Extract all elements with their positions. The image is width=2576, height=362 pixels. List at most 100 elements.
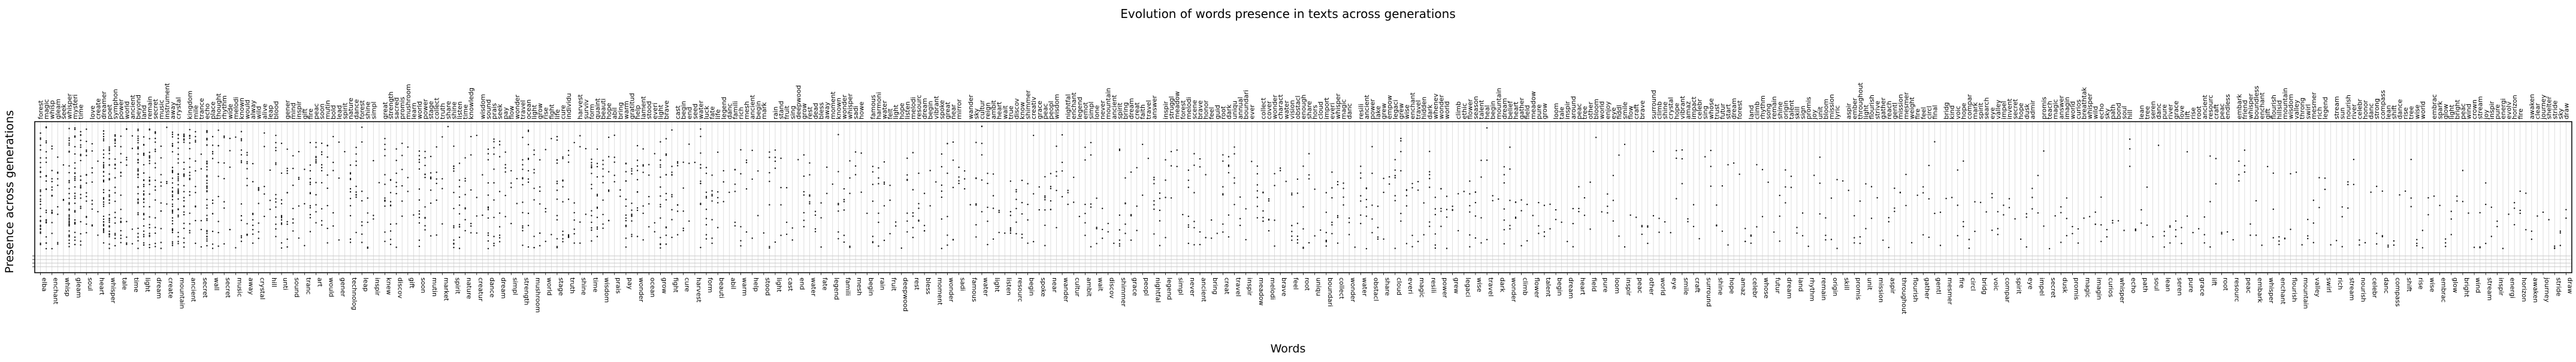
presence-point <box>1153 179 1155 180</box>
x-tick-label: resourc <box>1016 277 1024 302</box>
top-tick-label: forest <box>1736 100 1744 119</box>
top-tick-label: horizon <box>2511 95 2518 119</box>
presence-point <box>240 240 243 242</box>
top-tick-label: faith <box>1139 104 1147 119</box>
presence-point <box>40 191 41 192</box>
presence-point <box>177 192 179 194</box>
presence-point <box>1371 204 1373 206</box>
top-tick-label: danc <box>1346 103 1353 119</box>
presence-point <box>1136 230 1138 231</box>
presence-point <box>1870 186 1873 188</box>
presence-point <box>177 137 179 140</box>
top-tick-label: whisper <box>2086 93 2094 119</box>
top-tick-label: pure <box>2161 104 2169 119</box>
presence-point <box>872 236 874 237</box>
presence-point <box>2513 202 2515 204</box>
grid-layer <box>40 122 2566 273</box>
top-tick-label: draw <box>2562 103 2570 119</box>
presence-point <box>952 141 954 143</box>
top-tick-label: guid <box>1214 105 1222 119</box>
top-tick-label: felt <box>887 108 894 119</box>
presence-point <box>751 178 753 180</box>
presence-point <box>591 164 592 166</box>
presence-point <box>200 246 202 248</box>
presence-point <box>636 191 639 193</box>
presence-point <box>797 159 799 161</box>
presence-point <box>108 195 110 198</box>
presence-point <box>1251 161 1253 162</box>
presence-point <box>1538 225 1540 227</box>
presence-point <box>837 210 839 212</box>
x-tick-label: mountain <box>2302 277 2310 309</box>
presence-point <box>1153 183 1155 185</box>
presence-point <box>591 167 592 169</box>
presence-point <box>947 216 948 218</box>
presence-point <box>912 215 914 217</box>
presence-point <box>642 148 644 150</box>
presence-point <box>418 150 421 152</box>
presence-point <box>1027 203 1029 206</box>
presence-point <box>74 236 76 238</box>
presence-point <box>1854 215 1855 217</box>
presence-point <box>803 154 805 156</box>
x-tick-label: cultur <box>1074 277 1081 297</box>
presence-point <box>1245 239 1247 241</box>
presence-point <box>2221 231 2223 233</box>
presence-point <box>292 167 294 170</box>
presence-point <box>1233 182 1235 184</box>
top-tick-label: compar <box>1966 94 1973 119</box>
presence-point <box>504 195 506 197</box>
x-tick-label: meadow <box>1257 277 1265 306</box>
presence-point <box>160 174 162 176</box>
top-tick-label: belief <box>1506 100 1514 119</box>
presence-point <box>1009 227 1012 229</box>
presence-point <box>102 140 105 141</box>
presence-point <box>1727 244 1729 246</box>
presence-point <box>878 212 879 214</box>
presence-point <box>1716 204 1718 206</box>
presence-point <box>206 185 208 187</box>
top-tick-label: prais <box>491 103 498 119</box>
x-tick-label: secret <box>224 277 232 298</box>
presence-point <box>607 220 610 222</box>
top-tick-label: unit <box>1816 106 1824 119</box>
x-tick-label: famili <box>844 277 852 296</box>
presence-point <box>487 159 489 161</box>
top-tick-label: river <box>2350 104 2358 119</box>
bottom-tick-labels: elba enchant whisp gleam soul heart whisper tal… <box>40 273 2574 315</box>
top-tick-label: grow <box>800 103 808 119</box>
presence-point <box>389 243 392 245</box>
presence-point <box>2250 234 2251 236</box>
presence-point <box>74 211 76 213</box>
presence-point <box>108 221 110 224</box>
presence-point <box>470 225 472 227</box>
presence-point <box>2278 236 2280 238</box>
presence-point <box>211 144 214 146</box>
top-tick-label: empow <box>1386 95 1393 119</box>
presence-point <box>1509 200 1511 201</box>
presence-point <box>1583 215 1586 216</box>
top-tick-label: scene <box>1190 99 1198 119</box>
presence-point <box>143 136 145 138</box>
presence-point <box>137 128 139 130</box>
presence-point <box>2238 160 2240 162</box>
presence-point <box>591 221 592 224</box>
presence-point <box>1256 173 1259 175</box>
presence-point <box>171 230 174 231</box>
presence-point <box>476 134 477 137</box>
presence-point <box>424 176 426 179</box>
top-tick-label: individu <box>565 93 573 119</box>
presence-point <box>1440 210 1442 212</box>
top-tick-label: danc <box>2155 103 2163 119</box>
presence-point <box>2163 235 2165 237</box>
presence-point <box>2094 223 2096 225</box>
presence-point <box>1819 182 1821 184</box>
presence-point <box>1411 246 1413 248</box>
presence-point <box>769 156 770 158</box>
presence-point <box>1256 190 1259 192</box>
presence-point <box>602 213 604 216</box>
presence-point <box>418 161 421 163</box>
x-tick-label: time <box>132 277 140 292</box>
top-tick-label: wild <box>255 106 263 119</box>
top-tick-label: tree <box>2408 106 2415 119</box>
